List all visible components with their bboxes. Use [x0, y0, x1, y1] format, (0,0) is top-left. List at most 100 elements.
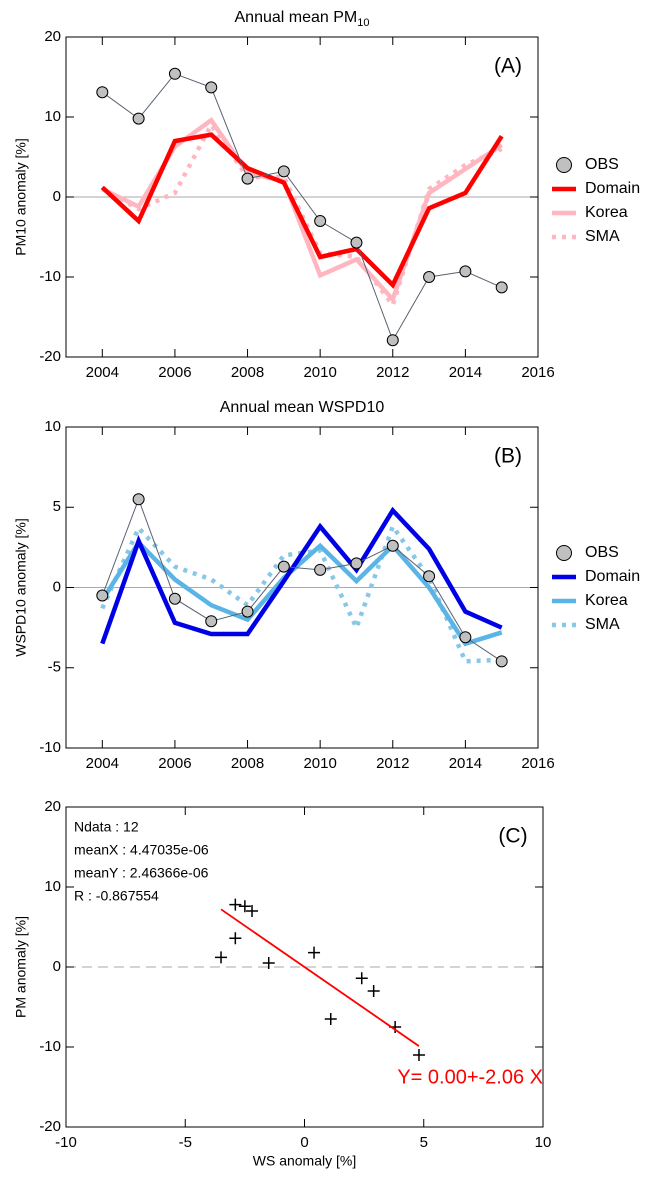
x-tick-label: -5 — [179, 1134, 192, 1151]
y-tick-label: -10 — [39, 268, 61, 285]
series-line — [100, 132, 504, 289]
obs-line — [101, 497, 502, 662]
scatter-point — [229, 932, 242, 945]
x-tick-label: 2010 — [303, 755, 336, 772]
annotation: Ndata : 12 — [74, 819, 139, 835]
y-tick-label: 10 — [44, 108, 61, 125]
y-axis-label: PM10 anomaly [%] — [13, 138, 29, 256]
legend-marker — [556, 157, 572, 173]
title-subscript: 10 — [357, 17, 369, 29]
y-tick-label: 0 — [53, 188, 61, 205]
legend-label: Korea — [585, 592, 628, 609]
scatter-point — [215, 951, 228, 964]
series-line — [101, 117, 503, 304]
obs-marker — [314, 563, 327, 576]
x-tick-label: 2006 — [158, 364, 191, 381]
scatter-point — [355, 972, 368, 985]
x-tick-label: 2006 — [158, 755, 191, 772]
obs-marker — [495, 655, 508, 668]
obs-marker — [168, 67, 181, 80]
y-tick-label: 10 — [44, 418, 61, 435]
plot-frame — [65, 806, 544, 1128]
obs-marker — [96, 86, 109, 99]
scatter-point — [412, 1049, 425, 1061]
y-tick-label: 20 — [44, 28, 61, 45]
legend-label: Korea — [585, 204, 628, 221]
obs-marker — [277, 560, 290, 573]
x-tick-label: 2008 — [231, 755, 264, 772]
y-axis-label: PM anomaly [%] — [13, 916, 29, 1018]
obs-marker — [386, 539, 399, 552]
obs-marker — [205, 81, 218, 94]
y-tick-label: -5 — [48, 659, 61, 676]
legend-label: SMA — [585, 228, 620, 245]
obs-marker — [459, 265, 472, 278]
x-tick-label: 2008 — [231, 364, 264, 381]
fit-line — [220, 908, 420, 1047]
scatter-point — [308, 946, 321, 959]
obs-marker — [277, 165, 290, 178]
plot-frame — [65, 36, 539, 358]
legend-label: OBS — [585, 544, 619, 561]
annotation: R : -0.867554 — [74, 888, 159, 904]
obs-marker — [386, 334, 399, 347]
obs-marker — [168, 592, 181, 605]
obs-line — [102, 73, 502, 342]
title-main: Annual mean PM — [235, 9, 358, 26]
obs-marker — [96, 589, 109, 602]
annotation: meanY : 2.46366e-06 — [74, 865, 209, 881]
x-tick-label: 2004 — [86, 755, 119, 772]
y-tick-label: -20 — [39, 1118, 61, 1135]
obs-marker — [241, 605, 254, 618]
obs-marker — [423, 570, 436, 583]
series-line — [100, 538, 503, 647]
x-tick-label: 2016 — [521, 364, 554, 381]
scatter-point — [246, 905, 259, 917]
panel-label: (C) — [498, 825, 527, 848]
y-tick-label: 10 — [44, 878, 61, 895]
obs-marker — [423, 271, 436, 283]
scatter-point — [229, 898, 242, 911]
scatter-point — [238, 900, 251, 913]
y-tick-label: -10 — [39, 739, 61, 756]
legend-label: Domain — [585, 180, 640, 197]
y-axis-label: WSPD10 anomaly [%] — [13, 518, 29, 657]
annotation: meanX : 4.47035e-06 — [74, 842, 209, 858]
chart-title: Annual mean PM10 — [235, 9, 370, 29]
x-tick-label: 2012 — [376, 364, 409, 381]
y-tick-label: -10 — [39, 1038, 61, 1055]
panel-label: (A) — [494, 55, 522, 78]
legend-label: SMA — [585, 616, 620, 633]
scatter-point — [324, 1013, 337, 1025]
x-tick-label: 2004 — [86, 364, 119, 381]
panel-label: (B) — [494, 445, 522, 468]
fit-label: Y= 0.00+-2.06 X — [397, 1066, 543, 1088]
obs-marker — [132, 112, 145, 125]
title-main: Annual mean WSPD10 — [220, 399, 385, 416]
x-axis-label: WS anomaly [%] — [253, 1153, 356, 1169]
obs-marker — [205, 615, 218, 628]
x-tick-label: 2012 — [376, 755, 409, 772]
obs-marker — [495, 281, 508, 294]
obs-marker — [350, 236, 363, 249]
obs-marker — [459, 631, 472, 644]
obs-marker — [350, 557, 363, 570]
x-tick-label: -10 — [55, 1134, 77, 1151]
x-tick-label: 2016 — [521, 755, 554, 772]
x-tick-label: 0 — [300, 1134, 308, 1151]
legend-label: Domain — [585, 568, 640, 585]
x-tick-label: 2014 — [449, 755, 482, 772]
plot-frame — [65, 426, 539, 749]
y-tick-label: 0 — [53, 578, 61, 595]
obs-marker — [241, 172, 254, 185]
y-tick-label: 0 — [53, 958, 61, 975]
obs-marker — [132, 493, 145, 506]
obs-marker — [314, 215, 327, 227]
y-tick-label: 5 — [53, 498, 61, 515]
x-tick-label: 2010 — [303, 364, 336, 381]
x-tick-label: 2014 — [449, 364, 482, 381]
chart-title: Annual mean WSPD10 — [220, 399, 385, 416]
x-tick-label: 5 — [420, 1134, 428, 1151]
